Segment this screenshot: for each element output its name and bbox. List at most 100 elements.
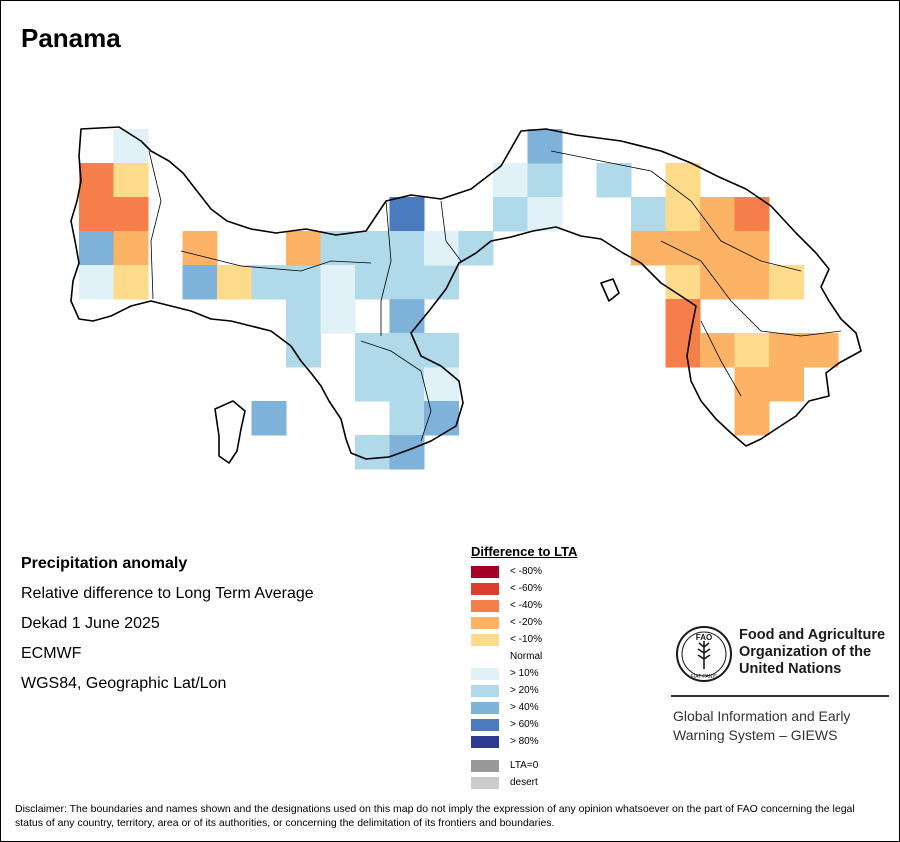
anomaly-cell: [734, 367, 770, 402]
map-info: Precipitation anomaly Relative differenc…: [21, 549, 314, 699]
legend-item: > 40%: [471, 700, 577, 717]
anomaly-cell: [769, 333, 804, 368]
anomaly-cell: [665, 163, 701, 198]
fao-name: Food and Agriculture Organization of the…: [739, 627, 885, 678]
info-period: Dekad 1 June 2025: [21, 615, 160, 632]
province-boundary: [660, 240, 842, 337]
anomaly-cell: [389, 299, 425, 334]
legend-swatch: [471, 719, 499, 731]
anomaly-cell: [424, 401, 459, 436]
legend-swatch: [471, 617, 499, 629]
anomaly-cell: [389, 197, 425, 232]
province-boundary: [380, 200, 392, 336]
anomaly-cell: [286, 333, 321, 368]
legend-item: > 80%: [471, 734, 577, 751]
legend-label: > 80%: [510, 736, 539, 747]
anomaly-cell: [389, 367, 425, 402]
province-boundary: [700, 320, 742, 397]
disclaimer: Disclaimer: The boundaries and names sho…: [15, 803, 855, 829]
legend-item: < -10%: [471, 632, 577, 649]
anomaly-cell: [527, 197, 563, 232]
anomaly-cell: [665, 299, 701, 334]
anomaly-cell: [665, 265, 701, 300]
anomaly-cell: [355, 333, 390, 368]
anomaly-cell: [631, 231, 666, 266]
legend-item: > 10%: [471, 666, 577, 683]
legend-item: < -60%: [471, 581, 577, 598]
anomaly-cell: [113, 231, 149, 266]
anomaly-cell: [355, 367, 390, 402]
fao-name-line: United Nations: [739, 661, 842, 677]
province-boundary: [180, 250, 372, 272]
fao-name-line: Organization of the: [739, 644, 872, 660]
anomaly-grid: [79, 129, 839, 470]
fao-name-line: Food and Agriculture: [739, 627, 886, 643]
anomaly-cell: [665, 231, 701, 266]
anomaly-cell: [665, 197, 701, 232]
legend-item: > 20%: [471, 683, 577, 700]
anomaly-cell: [113, 197, 149, 232]
legend-extra: LTA=0 desert: [471, 758, 577, 792]
anomaly-cell: [286, 231, 321, 266]
anomaly-cell: [113, 163, 149, 198]
anomaly-cell: [527, 129, 563, 164]
legend-item: < -80%: [471, 564, 577, 581]
anomaly-cell: [320, 231, 356, 266]
anomaly-cell: [79, 197, 114, 232]
province-boundary: [550, 150, 802, 272]
legend-swatch: [471, 651, 499, 663]
anomaly-cell: [217, 265, 252, 300]
anomaly-cell: [355, 435, 390, 470]
giews-line: Global Information and Early: [673, 708, 851, 724]
anomaly-cell: [493, 197, 528, 232]
info-description: Relative difference to Long Term Average: [21, 585, 314, 602]
legend-items: < -80% < -60% < -40% < -20% < -10% Normal > 10…: [471, 564, 577, 751]
anomaly-cell: [493, 163, 528, 198]
anomaly-cell: [389, 231, 425, 266]
anomaly-cell: [251, 401, 287, 436]
anomaly-cell: [355, 265, 390, 300]
anomaly-cell: [79, 163, 114, 198]
legend-swatch: [471, 777, 499, 789]
divider: [671, 695, 889, 697]
legend-item: < -20%: [471, 615, 577, 632]
anomaly-cell: [734, 401, 770, 436]
info-heading: Precipitation anomaly: [21, 555, 188, 572]
legend-item: Normal: [471, 649, 577, 666]
legend-label: < -10%: [510, 634, 542, 645]
anomaly-cell: [286, 299, 321, 334]
anomaly-cell: [734, 265, 770, 300]
legend-item: < -40%: [471, 598, 577, 615]
legend-label: Normal: [510, 651, 543, 662]
country-outline: [70, 126, 862, 464]
anomaly-cell: [596, 163, 632, 198]
giews-name: Global Information and Early Warning Sys…: [673, 707, 850, 745]
anomaly-cell: [286, 265, 321, 300]
giews-line: Warning System – GIEWS: [673, 727, 838, 743]
legend-label: desert: [510, 777, 538, 788]
province-boundary: [440, 200, 462, 262]
legend-swatch: [471, 600, 499, 612]
legend-label: > 60%: [510, 719, 539, 730]
legend-swatch: [471, 583, 499, 595]
panama-coastline: [70, 126, 862, 460]
legend-title: Difference to LTA: [471, 544, 578, 559]
anomaly-cell: [424, 231, 459, 266]
anomaly-cell: [424, 333, 459, 368]
anomaly-cell: [355, 231, 390, 266]
anomaly-cell: [113, 265, 149, 300]
anomaly-cell: [734, 197, 770, 232]
anomaly-cell: [527, 163, 563, 198]
province-boundary: [148, 150, 162, 300]
legend-label: > 40%: [510, 702, 539, 713]
anomaly-cell: [734, 333, 770, 368]
fao-logo-icon: FAO FIAT PANIS: [676, 626, 732, 682]
anomaly-cell: [769, 265, 804, 300]
legend-item: > 60%: [471, 717, 577, 734]
legend-item: desert: [471, 775, 577, 792]
anomaly-cell: [631, 197, 666, 232]
legend-label: < -40%: [510, 600, 542, 611]
province-boundaries: [148, 150, 842, 442]
anomaly-cell: [700, 333, 735, 368]
